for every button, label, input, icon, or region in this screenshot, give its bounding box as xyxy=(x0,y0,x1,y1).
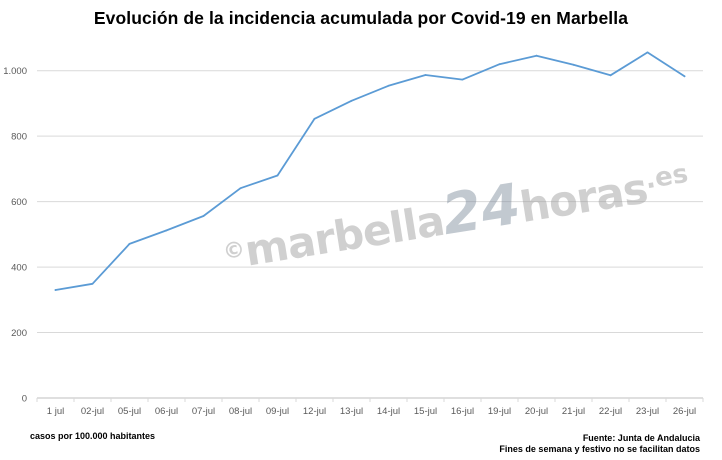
y-axis-ticks: 0 200 400 600 800 1.000 xyxy=(3,66,27,404)
data-point xyxy=(54,289,57,291)
data-point xyxy=(313,117,316,120)
x-tick-label: 26-jul xyxy=(673,406,696,417)
series-line xyxy=(54,51,686,291)
x-tick-label: 13-jul xyxy=(340,406,363,417)
data-point xyxy=(165,229,168,232)
data-point xyxy=(683,75,686,78)
data-point xyxy=(609,74,612,77)
y-tick-label: 600 xyxy=(11,197,27,208)
y-tick-label: 1.000 xyxy=(3,66,27,77)
weekend-note: Fines de semana y festivo no se facilita… xyxy=(499,444,700,454)
units-note: casos por 100.000 habitantes xyxy=(30,431,156,441)
data-point xyxy=(424,74,427,76)
data-point xyxy=(461,78,464,81)
data-point xyxy=(350,99,353,102)
x-tick-label: 06-jul xyxy=(155,406,178,417)
x-tick-label: 07-jul xyxy=(192,406,215,417)
x-tick-label: 1 jul xyxy=(47,406,64,417)
y-tick-label: 400 xyxy=(11,263,27,274)
gridlines xyxy=(36,70,704,402)
data-point xyxy=(128,242,131,245)
data-point xyxy=(498,63,501,66)
data-point xyxy=(91,282,94,285)
x-tick-label: 05-jul xyxy=(118,406,141,417)
x-tick-label: 22-jul xyxy=(599,406,622,417)
x-tick-label: 02-jul xyxy=(81,406,104,417)
x-tick-label: 16-jul xyxy=(451,406,474,417)
data-point xyxy=(535,54,538,57)
y-tick-label: 0 xyxy=(22,394,27,405)
x-tick-label: 15-jul xyxy=(414,406,437,417)
data-point xyxy=(646,51,649,54)
data-point xyxy=(239,187,242,190)
data-point xyxy=(202,215,205,217)
x-tick-label: 23-jul xyxy=(636,406,659,417)
data-point xyxy=(276,174,279,177)
x-tick-label: 19-jul xyxy=(488,406,511,417)
source-line: Fuente: Junta de Andalucia xyxy=(582,433,700,443)
data-point xyxy=(572,63,575,66)
x-tick-label: 14-jul xyxy=(377,406,400,417)
chart-title: Evolución de la incidencia acumulada por… xyxy=(93,8,629,28)
x-tick-label: 09-jul xyxy=(266,406,289,417)
x-axis-ticks: 1 jul 02-jul 05-jul 06-jul 07-jul 08-jul 09-ju… xyxy=(47,406,696,417)
data-point xyxy=(387,84,390,87)
source-note: Fuente: Junta de Andalucia Fines de sema… xyxy=(499,433,700,455)
y-tick-label: 800 xyxy=(11,132,27,143)
y-tick-label: 200 xyxy=(11,328,27,339)
series-layer xyxy=(54,51,686,291)
x-tick-label: 12-jul xyxy=(303,406,326,417)
x-tick-label: 08-jul xyxy=(229,406,252,417)
x-tick-label: 21-jul xyxy=(562,406,585,417)
x-tick-label: 20-jul xyxy=(525,406,548,417)
